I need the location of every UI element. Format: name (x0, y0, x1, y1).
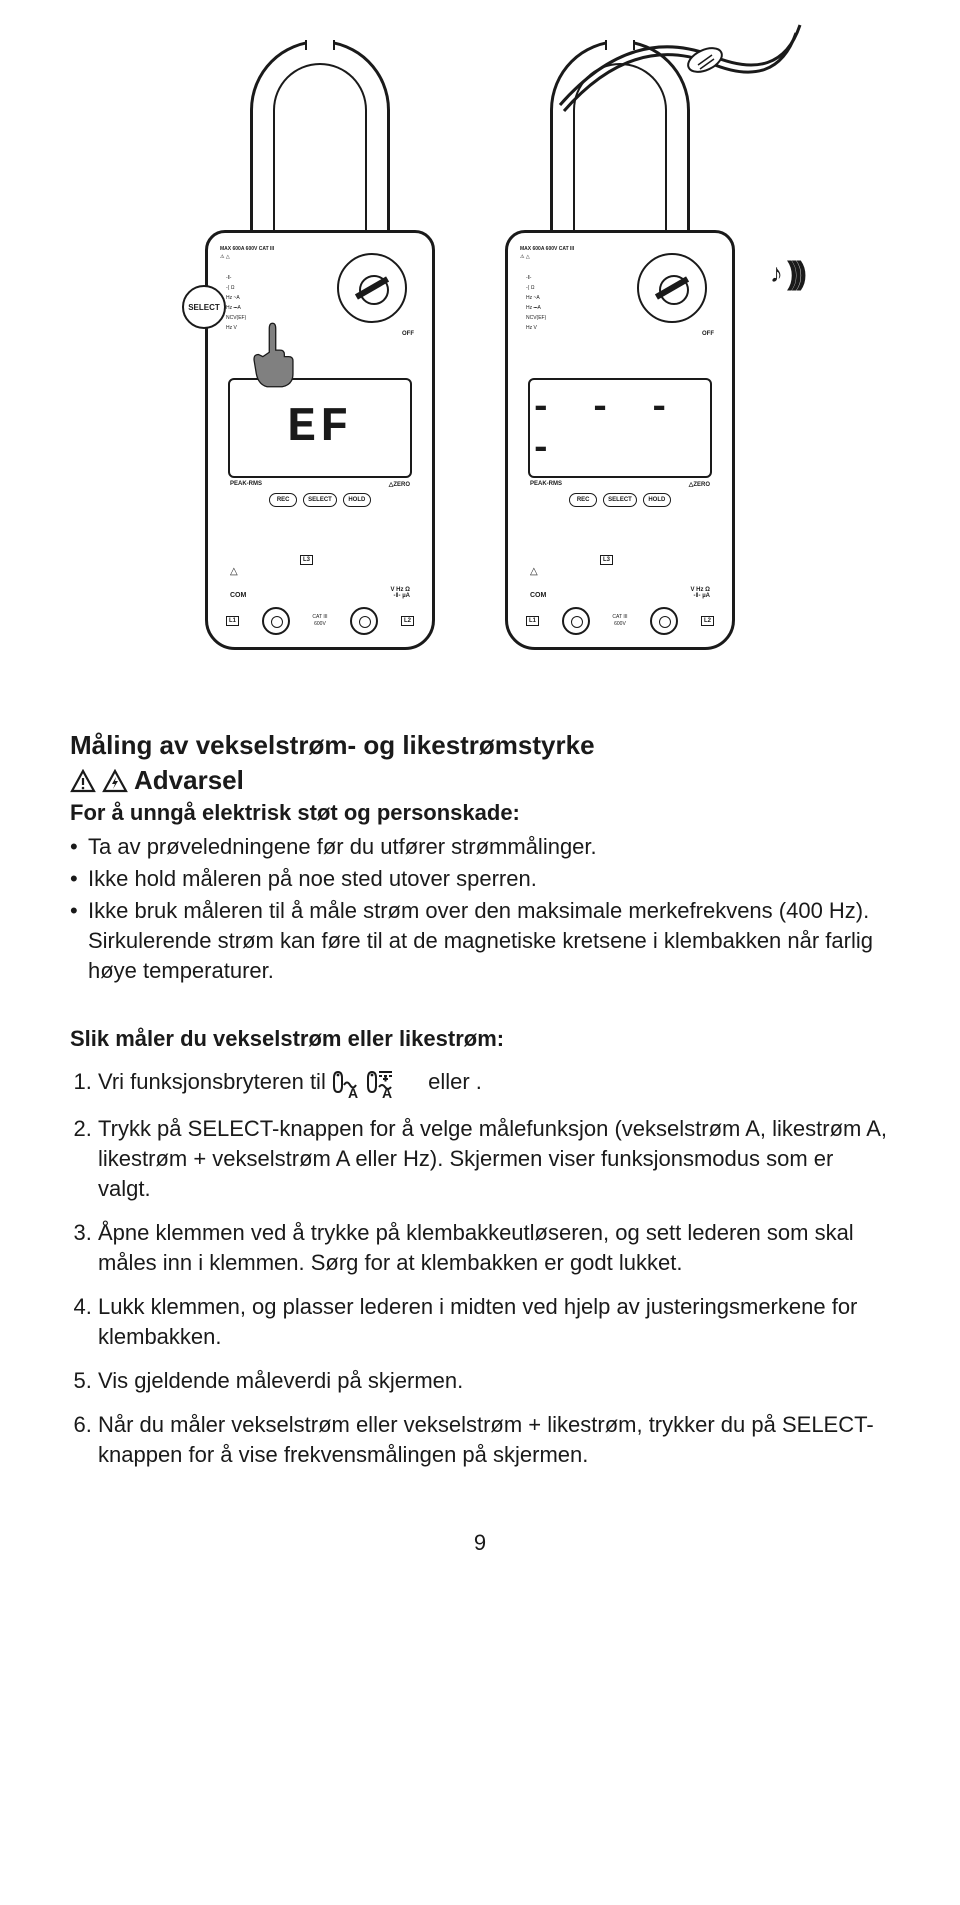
bullet-item: Ikke bruk måleren til å måle strøm over … (70, 896, 890, 986)
procedure-steps: Vri funksjonsbryteren til A A (70, 1066, 890, 1470)
beep-sound-icon: ♪ ))) (770, 255, 801, 292)
warning-bullets: Ta av prøveledningene før du utfører str… (70, 832, 890, 986)
step1-text-pre: Vri funksjonsbryteren til (98, 1069, 326, 1094)
conductor-wire-icon (550, 15, 810, 135)
cat-rating-label: CAT III 600V (312, 614, 327, 628)
hold-button: HOLD (343, 493, 371, 507)
hold-button: HOLD (643, 493, 671, 507)
step-item: Vis gjeldende måleverdi på skjermen. (98, 1366, 890, 1396)
warning-label: Advarsel (134, 765, 244, 796)
peak-rms-label: PEAK-RMS (230, 481, 262, 487)
vhz-jack-label: V Hz Ω -‖- µA (391, 587, 410, 599)
vhz-jack-label: V Hz Ω -‖- µA (691, 587, 710, 599)
vhz-jack (350, 607, 378, 635)
lcd-display: EF (228, 378, 412, 478)
step-item: Trykk på SELECT-knappen for å velge måle… (98, 1114, 890, 1204)
warning-triangle-icon (70, 769, 96, 793)
l1-label: L1 (226, 616, 239, 626)
svg-text:A: A (348, 1085, 358, 1100)
l2-label: L2 (701, 616, 714, 626)
warning-triangle-bolt-icon (102, 769, 128, 793)
clamp-meter-left: MAX 600A 600V CAT III ⚠ △ OFF -‖--( ΩHz … (190, 40, 450, 660)
clamp-mode-symbols-icon: A A (332, 1066, 422, 1100)
page-number: 9 (70, 1530, 890, 1556)
select-callout-circle: SELECT (182, 285, 226, 329)
rotary-dial (337, 253, 407, 323)
l3-label: L3 (600, 555, 613, 565)
step-item: Når du måler vekselstrøm eller vekselstr… (98, 1410, 890, 1470)
warning-intro: For å unngå elektrisk støt og personskad… (70, 800, 890, 826)
hand-pointer-icon (245, 320, 295, 380)
com-jack-label: COM (530, 592, 546, 599)
dial-spec-label: MAX 600A 600V CAT III ⚠ △ (520, 245, 620, 261)
warning-heading: Advarsel (70, 765, 890, 796)
dial-spec-label: MAX 600A 600V CAT III ⚠ △ (220, 245, 320, 261)
step1-text-post: eller . (428, 1069, 482, 1094)
dial-mode-labels: -‖--( ΩHz ~AHz ⎓ANCV(EF)Hz V (526, 273, 546, 333)
com-jack (562, 607, 590, 635)
step-item: Lukk klemmen, og plasser lederen i midte… (98, 1292, 890, 1352)
dial-off-label: OFF (702, 331, 714, 337)
section-title: Måling av vekselstrøm- og likestrømstyrk… (70, 730, 890, 761)
procedure-subtitle: Slik måler du vekselstrøm eller likestrø… (70, 1026, 890, 1052)
cat-rating-label: CAT III 600V (612, 614, 627, 628)
rec-button: REC (569, 493, 597, 507)
step-item: Vri funksjonsbryteren til A A (98, 1066, 890, 1100)
dial-off-label: OFF (402, 331, 414, 337)
step-item: Åpne klemmen ved å trykke på klembakkeut… (98, 1218, 890, 1278)
meter-body: MAX 600A 600V CAT III ⚠ △ OFF -‖--( ΩHz … (205, 230, 435, 650)
vhz-jack (650, 607, 678, 635)
button-row: REC SELECT HOLD (528, 493, 712, 507)
lcd-display: - - - - (528, 378, 712, 478)
l2-label: L2 (401, 616, 414, 626)
rotary-dial (637, 253, 707, 323)
dial-mode-labels: -‖--( ΩHz ~AHz ⎓ANCV(EF)Hz V (226, 273, 246, 333)
button-row: REC SELECT HOLD (228, 493, 412, 507)
peak-rms-label: PEAK-RMS (530, 481, 562, 487)
bullet-item: Ta av prøveledningene før du utfører str… (70, 832, 890, 862)
instruction-diagram: MAX 600A 600V CAT III ⚠ △ OFF -‖--( ΩHz … (70, 40, 890, 680)
bullet-item: Ikke hold måleren på noe sted utover spe… (70, 864, 890, 894)
svg-text:A: A (382, 1085, 392, 1100)
warning-triangle-icon: △ (530, 566, 538, 577)
warning-triangle-icon: △ (230, 566, 238, 577)
meter-body: MAX 600A 600V CAT III ⚠ △ OFF -‖--( ΩHz … (505, 230, 735, 650)
l1-label: L1 (526, 616, 539, 626)
l3-label: L3 (300, 555, 313, 565)
clamp-jaw (250, 40, 390, 240)
com-jack-label: COM (230, 592, 246, 599)
zero-label: △ZERO (689, 481, 710, 488)
zero-label: △ZERO (389, 481, 410, 488)
select-button: SELECT (603, 493, 637, 507)
com-jack (262, 607, 290, 635)
rec-button: REC (269, 493, 297, 507)
select-button: SELECT (303, 493, 337, 507)
